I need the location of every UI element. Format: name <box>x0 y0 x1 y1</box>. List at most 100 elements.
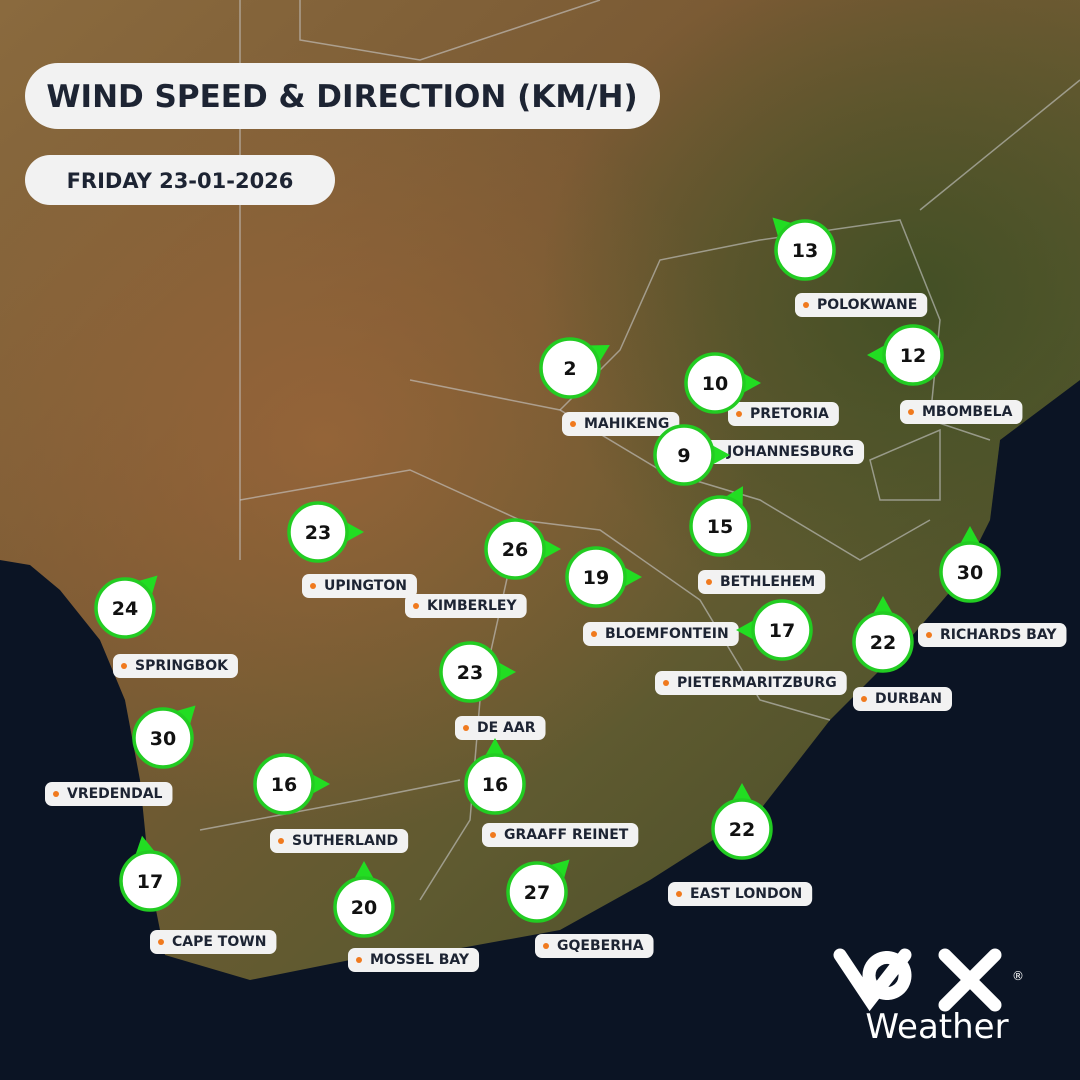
label-pill <box>482 823 639 847</box>
wind-speed: 16 <box>482 774 508 796</box>
city-label: SUTHERLAND <box>292 833 398 849</box>
wind-speed: 9 <box>677 445 690 467</box>
label-dot <box>908 409 914 415</box>
wind-speed: 22 <box>870 632 896 654</box>
city: VREDENDAL 30 <box>45 705 196 806</box>
logo-text: Weather <box>865 1007 1008 1047</box>
wind-arrow <box>344 521 364 543</box>
city: MOSSEL BAY 20 <box>333 861 480 972</box>
label-dot <box>736 411 742 417</box>
wind-arrow <box>310 773 330 795</box>
label-dot <box>310 583 316 589</box>
city-label: PIETERMARITZBURG <box>677 675 837 691</box>
city-label: EAST LONDON <box>690 886 802 902</box>
label-dot <box>413 603 419 609</box>
label-dot <box>803 302 809 308</box>
wind-arrow <box>541 538 561 560</box>
wind-speed: 23 <box>457 662 483 684</box>
wind-speed: 22 <box>729 819 755 841</box>
borders <box>199 0 1080 901</box>
speed-circle <box>852 611 914 673</box>
speed-circle <box>132 707 194 769</box>
speed-circle <box>565 546 627 608</box>
wind-arrow <box>622 566 642 588</box>
wind-speed: 17 <box>769 620 795 642</box>
wind-speed: 2 <box>563 358 576 380</box>
city: EAST LONDON 22 <box>668 783 813 906</box>
label-pill <box>583 622 739 646</box>
wind-speed: 23 <box>305 522 331 544</box>
city-label: BLOEMFONTEIN <box>605 626 729 642</box>
label-dot <box>861 696 867 702</box>
city-label: DURBAN <box>875 691 942 707</box>
wind-speed: 19 <box>583 567 609 589</box>
label-dot <box>706 579 712 585</box>
label-pill <box>705 440 865 464</box>
label-pill <box>270 829 409 853</box>
label-pill <box>668 882 813 906</box>
city: DURBAN 22 <box>852 596 952 711</box>
label-dot <box>570 421 576 427</box>
city: CAPE TOWN 17 <box>119 835 277 954</box>
speed-circle <box>484 518 546 580</box>
label-dot <box>53 791 59 797</box>
city: PRETORIA 10 <box>684 352 839 426</box>
wind-speed: 10 <box>702 373 728 395</box>
wind-speed: 26 <box>502 539 528 561</box>
speed-circle <box>506 861 568 923</box>
wind-arrow <box>872 596 894 616</box>
wind-speed: 27 <box>524 882 550 904</box>
wind-arrow <box>353 861 375 881</box>
wind-speed: 12 <box>900 345 926 367</box>
city: RICHARDS BAY 30 <box>918 526 1067 647</box>
wind-speed: 20 <box>351 897 377 919</box>
city: SPRINGBOK 24 <box>94 575 238 678</box>
label-pill <box>655 671 847 695</box>
city: GRAAFF REINET 16 <box>464 738 639 847</box>
speed-circle <box>774 219 836 281</box>
city-label: VREDENDAL <box>67 786 163 802</box>
city-label: MOSSEL BAY <box>370 952 470 968</box>
wind-arrow <box>484 738 506 758</box>
logo-registered: ® <box>1012 969 1024 983</box>
city-label: PRETORIA <box>750 406 829 422</box>
cities: POLOKWANE 13 MAHIKENG 2 PRETORIA 10 MBOMBELA 12… <box>45 217 1067 972</box>
label-pill <box>455 716 546 740</box>
label-pill <box>728 402 839 426</box>
speed-circle <box>439 641 501 703</box>
title: WIND SPEED & DIRECTION (KM/H) <box>46 79 637 115</box>
city: SUTHERLAND 16 <box>253 753 409 853</box>
logo: ® Weather <box>833 948 1024 1047</box>
label-pill <box>795 293 928 317</box>
date-pill: FRIDAY 23-01-2026 <box>25 155 335 205</box>
city: MAHIKENG 2 <box>539 337 680 436</box>
label-pill <box>348 948 480 972</box>
label-dot <box>543 943 549 949</box>
speed-circle <box>882 324 944 386</box>
wind-arrow <box>867 344 887 366</box>
label-dot <box>676 891 682 897</box>
label-dot <box>490 832 496 838</box>
logo-mark <box>833 948 1002 1012</box>
date: FRIDAY 23-01-2026 <box>67 169 294 193</box>
label-pill <box>405 594 527 618</box>
speed-circle <box>939 541 1001 603</box>
label-pill <box>698 570 826 594</box>
label-pill <box>535 934 654 958</box>
city-label: UPINGTON <box>324 578 407 594</box>
label-dot <box>463 725 469 731</box>
title-pill: WIND SPEED & DIRECTION (KM/H) <box>25 63 660 129</box>
wind-arrow <box>710 444 730 466</box>
city-label: RICHARDS BAY <box>940 627 1057 643</box>
city-label: GQEBERHA <box>557 938 644 954</box>
speed-circle <box>711 798 773 860</box>
wind-speed: 13 <box>792 240 818 262</box>
city-label: MBOMBELA <box>922 404 1013 420</box>
city-label: BETHLEHEM <box>720 574 815 590</box>
city: KIMBERLEY 26 <box>405 518 561 618</box>
city: PIETERMARITZBURG 17 <box>655 599 847 695</box>
wind-arrow <box>736 619 756 641</box>
speed-circle <box>119 850 181 912</box>
wind-speed: 24 <box>112 598 138 620</box>
